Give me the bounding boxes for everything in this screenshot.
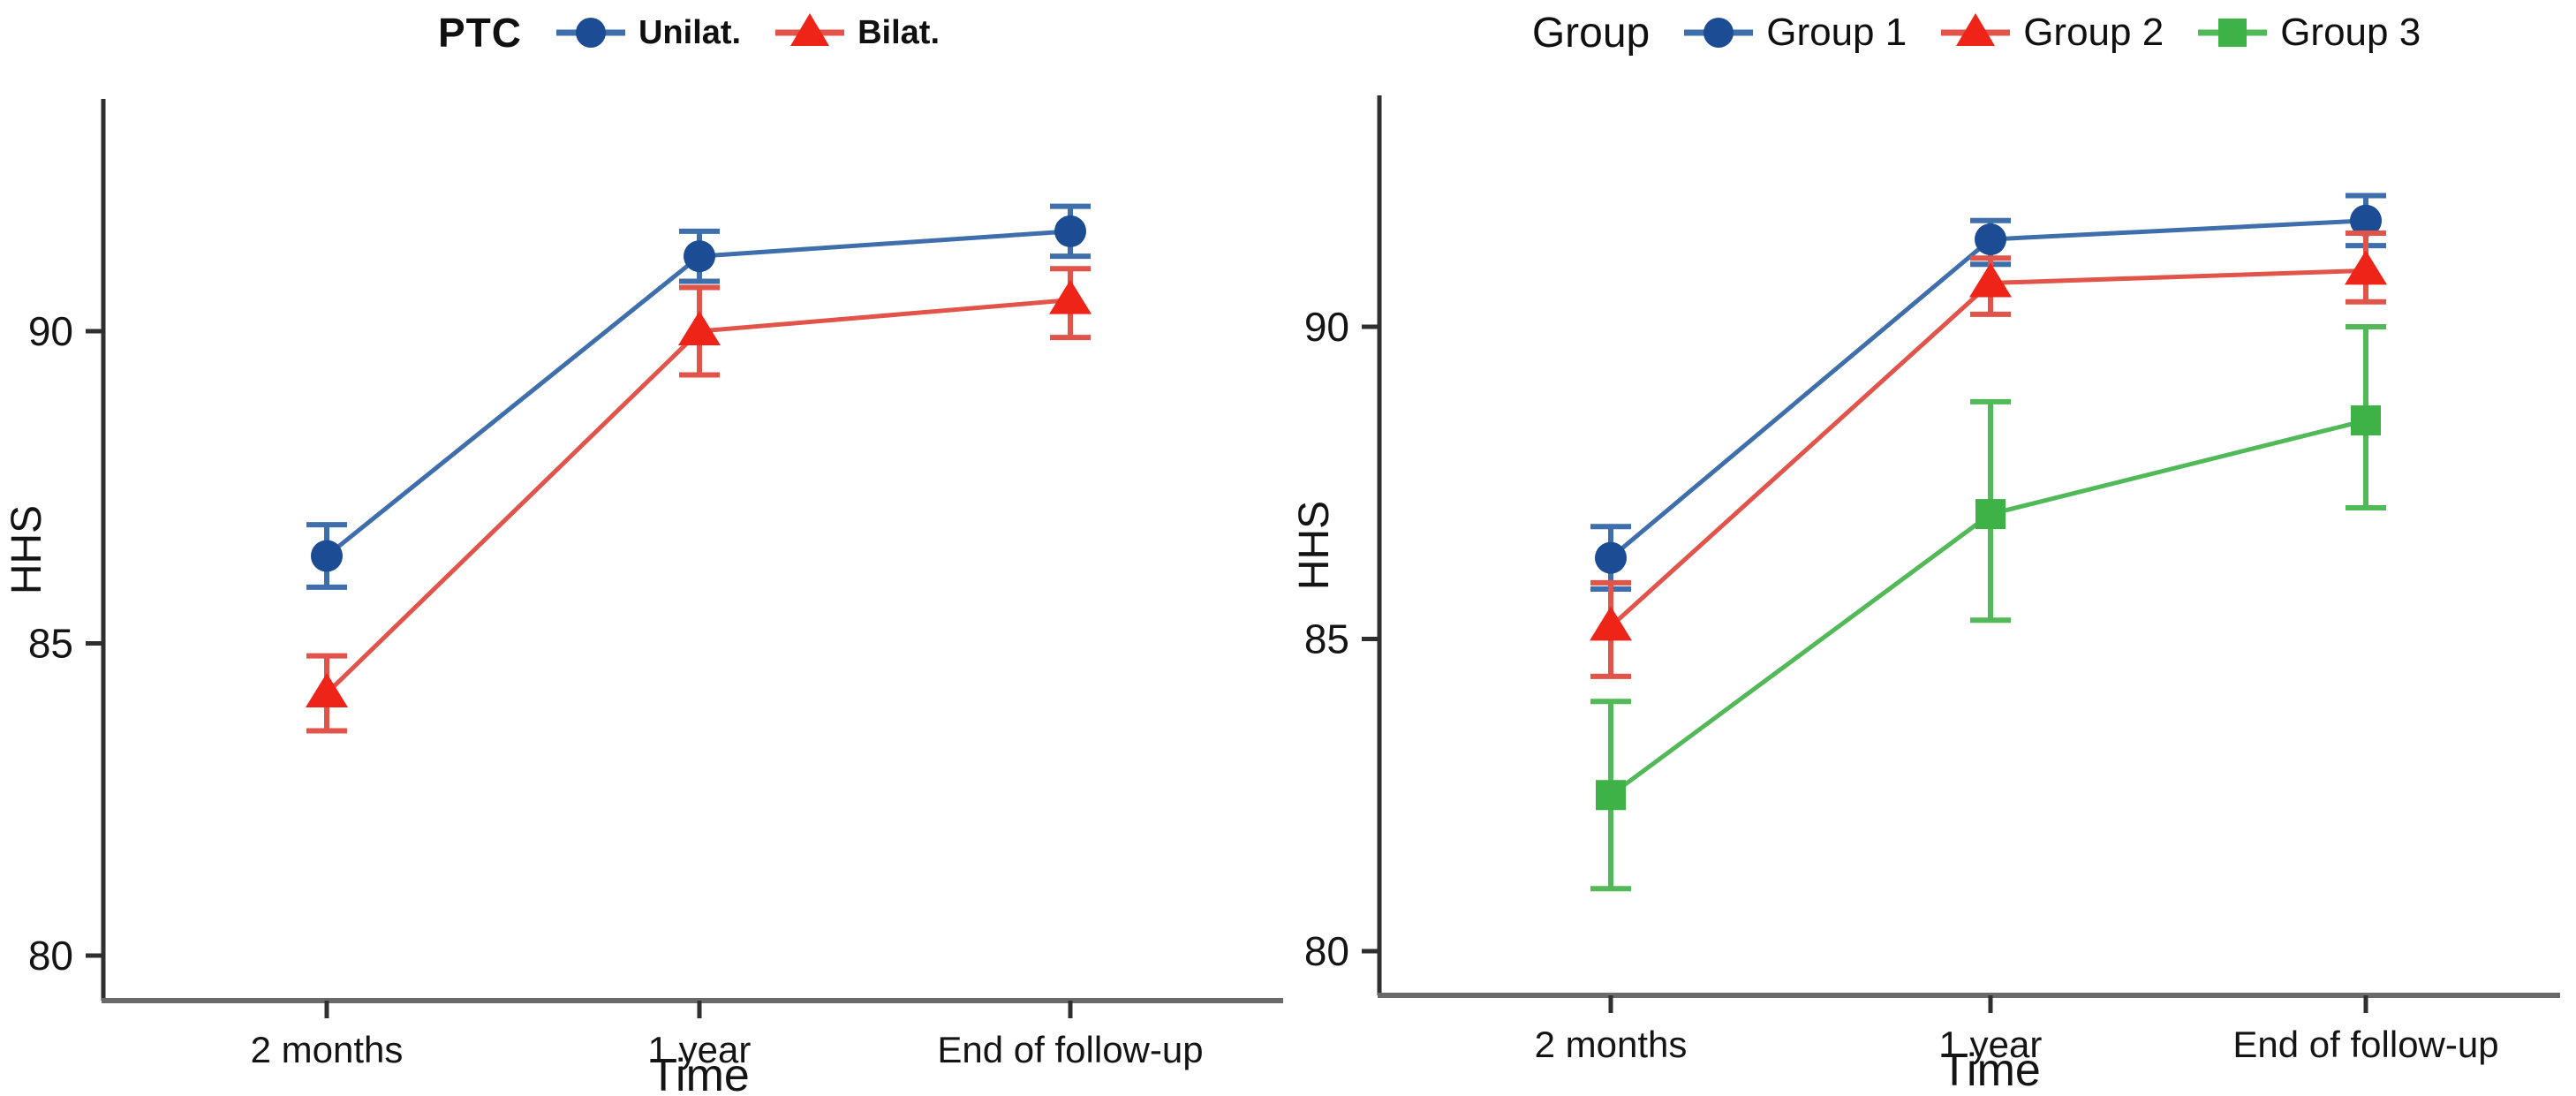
legend-square-icon bbox=[2198, 19, 2268, 47]
x-tick-label: End of follow-up bbox=[2232, 1024, 2498, 1065]
x-tick-label: End of follow-up bbox=[937, 1029, 1203, 1070]
marker-bilat-end-of-follow-up bbox=[1049, 279, 1092, 314]
legend-ptc: PTC Unilat. Bilat. bbox=[97, 0, 1280, 65]
marker-group-1-1-year bbox=[1975, 223, 2006, 256]
marker-unilat-end-of-follow-up bbox=[1054, 215, 1086, 247]
x-tick-label: 2 months bbox=[1535, 1024, 1688, 1065]
marker-unilat-2-months bbox=[311, 540, 343, 572]
y-tick-label: 85 bbox=[28, 621, 73, 667]
x-axis-title: Time bbox=[1940, 1045, 2041, 1096]
marker-group-3-end-of-follow-up bbox=[2351, 405, 2381, 436]
legend-item-label: Group 3 bbox=[2280, 11, 2421, 54]
marker-bilat-2-months bbox=[306, 673, 348, 708]
chart-panel-ptc: PTC Unilat. Bilat. 80 85 90 2 months 1 year En… bbox=[4, 0, 1283, 1096]
legend-title-ptc: PTC bbox=[437, 10, 522, 56]
x-tick-label: 2 months bbox=[251, 1029, 404, 1070]
chart-panel-group: Group Group 1 Group 2 Group 3 80 85 90 2 mont… bbox=[1288, 0, 2575, 1096]
series-unilat bbox=[306, 203, 1091, 590]
marker-group-2-1-year bbox=[1969, 262, 2012, 298]
legend-item-label: Group 1 bbox=[1766, 11, 1907, 54]
legend-item-group-3: Group 3 bbox=[2195, 6, 2421, 59]
legend-item-group-2: Group 2 bbox=[1938, 6, 2164, 59]
series-group-1 bbox=[1590, 193, 2386, 592]
y-tick-label: 85 bbox=[1304, 616, 1349, 662]
legend-item-unilat: Unilat. bbox=[554, 6, 741, 59]
legend-item-label: Bilat. bbox=[857, 13, 941, 51]
y-tick-label: 90 bbox=[28, 308, 73, 354]
plot-area-ptc: 80 85 90 2 months 1 year End of follow-up HHS T… bbox=[4, 99, 1283, 1096]
legend-circle-icon bbox=[555, 18, 625, 48]
series-group-2 bbox=[1590, 230, 2387, 679]
y-tick-label: 80 bbox=[28, 933, 73, 979]
y-tick-label: 90 bbox=[1304, 304, 1349, 350]
plot-area-group: 80 85 90 2 months 1 year End of follow-up HHS T… bbox=[1291, 95, 2560, 1096]
series-group-3 bbox=[1590, 324, 2386, 892]
marker-group-3-2-months bbox=[1596, 780, 1626, 811]
legend-item-bilat: Bilat. bbox=[773, 6, 940, 59]
x-tick-label: 1 year bbox=[648, 1029, 752, 1070]
legend-item-group-1: Group 1 bbox=[1681, 6, 1907, 59]
marker-group-2-2-months bbox=[1590, 606, 1632, 641]
marker-group-3-1-year bbox=[1975, 499, 2006, 530]
y-axis-title: HHS bbox=[4, 505, 50, 594]
legend-group: Group Group 1 Group 2 Group 3 bbox=[1385, 0, 2568, 65]
series-bilat bbox=[306, 266, 1092, 734]
marker-group-1-end-of-follow-up bbox=[2350, 204, 2382, 237]
legend-triangle-icon bbox=[1941, 13, 2011, 46]
legend-triangle-icon bbox=[775, 13, 845, 46]
marker-group-2-end-of-follow-up bbox=[2345, 250, 2387, 285]
marker-bilat-1-year bbox=[678, 311, 721, 345]
y-tick-label: 80 bbox=[1304, 928, 1349, 974]
marker-unilat-1-year bbox=[684, 240, 715, 273]
x-tick-label: 1 year bbox=[1939, 1024, 2043, 1065]
legend-title-group: Group bbox=[1531, 9, 1651, 57]
legend-item-label: Group 2 bbox=[2023, 11, 2164, 54]
legend-item-label: Unilat. bbox=[638, 13, 742, 51]
legend-circle-icon bbox=[1684, 18, 1754, 48]
marker-group-1-2-months bbox=[1595, 541, 1627, 574]
x-axis-title: Time bbox=[649, 1050, 750, 1096]
y-axis-title: HHS bbox=[1291, 501, 1338, 590]
